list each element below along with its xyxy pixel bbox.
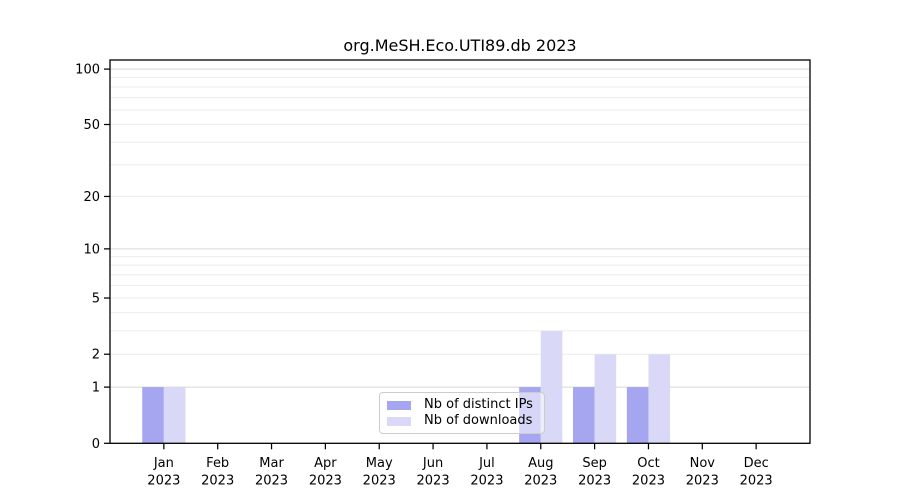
- x-tick-label-month: Mar: [259, 456, 284, 471]
- x-tick-label-month: Jul: [478, 456, 495, 471]
- y-tick-label: 100: [75, 63, 100, 78]
- x-tick-label-year: 2023: [686, 474, 719, 489]
- x-tick-label-year: 2023: [201, 474, 234, 489]
- x-tick-label-year: 2023: [309, 474, 342, 489]
- x-tick-label-month: Nov: [690, 456, 716, 471]
- x-tick-label-month: Dec: [744, 456, 769, 471]
- x-tick-label-year: 2023: [255, 474, 288, 489]
- bar-downloads: [540, 330, 563, 444]
- x-tick-label-year: 2023: [524, 474, 557, 489]
- chart-title: org.MeSH.Eco.UTI89.db 2023: [343, 36, 576, 55]
- x-tick-label-year: 2023: [632, 474, 665, 489]
- bar-downloads: [163, 387, 186, 444]
- y-tick-label: 5: [92, 292, 100, 307]
- legend-item-downloads: Nb of downloads: [387, 414, 536, 428]
- y-tick-label: 50: [83, 118, 100, 133]
- x-tick-label-year: 2023: [417, 474, 450, 489]
- x-tick-label-month: Oct: [637, 456, 659, 471]
- legend-item-distinct-ips: Nb of distinct IPs: [387, 398, 536, 412]
- y-tick-label: 10: [83, 242, 100, 257]
- bar-distinct-ips: [573, 387, 595, 444]
- y-tick-label: 20: [83, 190, 100, 205]
- x-tick-label-year: 2023: [740, 474, 773, 489]
- x-tick-label-year: 2023: [470, 474, 503, 489]
- x-tick-label-month: Jun: [422, 456, 443, 471]
- bar-distinct-ips: [142, 387, 164, 444]
- legend-label-distinct-ips: Nb of distinct IPs: [424, 397, 533, 412]
- plot-box: [109, 59, 811, 444]
- legend-label-downloads: Nb of downloads: [424, 413, 533, 428]
- legend: Nb of distinct IPs Nb of downloads: [379, 392, 545, 434]
- bar-downloads: [594, 354, 617, 444]
- x-tick-label-month: May: [366, 456, 393, 471]
- y-tick-label: 2: [92, 348, 100, 363]
- bar-distinct-ips: [626, 387, 649, 444]
- y-tick-label: 0: [92, 437, 100, 452]
- legend-swatch-downloads: [387, 416, 411, 426]
- legend-swatch-distinct-ips: [387, 400, 411, 410]
- x-tick-label-month: Jan: [153, 456, 174, 471]
- x-tick-label-year: 2023: [363, 474, 396, 489]
- x-tick-label-year: 2023: [147, 474, 180, 489]
- x-tick-label-year: 2023: [578, 474, 611, 489]
- x-tick-label-month: Feb: [206, 456, 229, 471]
- x-tick-label-month: Sep: [582, 456, 607, 471]
- x-tick-label-month: Apr: [314, 456, 337, 471]
- x-tick-label-month: Aug: [528, 456, 553, 471]
- y-tick-label: 1: [92, 381, 100, 396]
- bar-downloads: [648, 354, 671, 444]
